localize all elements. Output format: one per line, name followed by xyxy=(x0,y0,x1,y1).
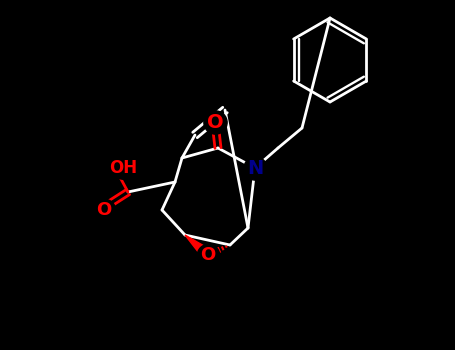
Point xyxy=(204,252,212,258)
Text: O: O xyxy=(207,112,223,132)
Text: O: O xyxy=(200,246,216,264)
Polygon shape xyxy=(185,235,212,260)
Text: N: N xyxy=(247,159,263,177)
Point xyxy=(101,207,108,213)
Text: OH: OH xyxy=(109,159,137,177)
Text: O: O xyxy=(96,201,111,219)
Point xyxy=(212,119,219,125)
Point xyxy=(119,165,126,171)
Point xyxy=(251,165,258,171)
